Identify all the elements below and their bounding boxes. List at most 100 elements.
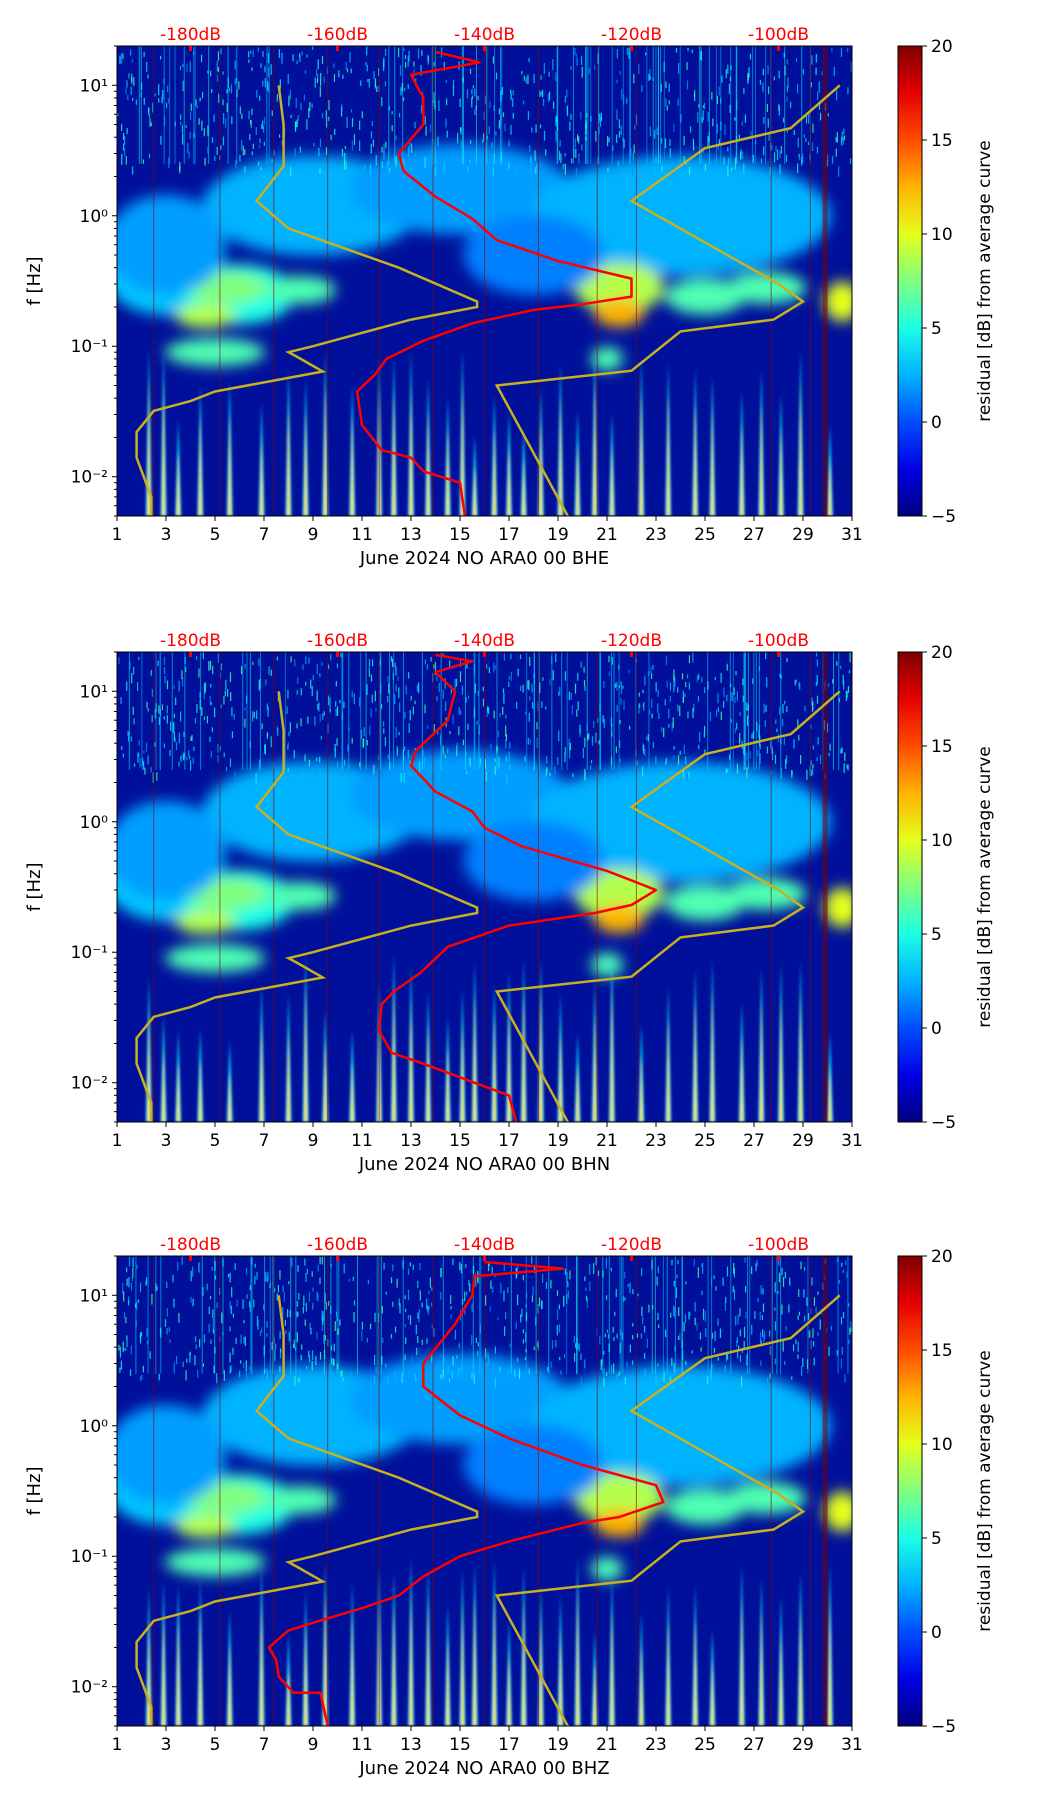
noise-speck [130,736,133,742]
noise-speck [267,706,269,717]
noise-streak [732,652,734,770]
noise-speck [620,697,622,705]
noise-speck [827,683,830,687]
noise-speck [689,1311,691,1317]
noise-speck [211,89,213,93]
noise-speck [164,667,166,675]
noise-speck [664,138,667,149]
noise-speck [173,1298,175,1308]
noise-speck [734,157,736,163]
y-tick-label: 10⁻¹ [71,337,108,357]
noise-speck [300,1354,302,1361]
noise-speck [298,53,301,58]
noise-speck [325,1302,327,1310]
noise-speck [731,692,733,702]
noise-speck [818,81,820,93]
noise-speck [316,74,319,82]
noise-streak [140,46,142,164]
noise-speck [473,1373,475,1385]
event-spike-core [799,1601,803,1726]
noise-speck [136,682,139,691]
noise-speck [223,696,225,705]
noise-speck [240,666,243,675]
noise-speck [450,1306,452,1310]
noise-speck [330,654,332,661]
noise-streak [379,652,381,770]
noise-speck [749,751,751,759]
noise-speck [127,94,129,101]
noise-speck [203,128,205,137]
colorbar-tick-label: −5 [931,1717,956,1737]
noise-speck [366,684,368,695]
noise-speck [186,1358,188,1363]
noise-speck [484,95,486,105]
noise-speck [461,685,464,695]
noise-speck [334,128,336,135]
noise-speck [301,1344,303,1350]
noise-speck [265,679,267,686]
noise-speck [850,61,852,72]
noise-speck [173,721,175,733]
noise-speck [319,673,321,678]
noise-speck [243,1336,245,1344]
noise-speck [577,1344,580,1351]
noise-streak [646,46,648,164]
event-spike-core [576,441,580,516]
y-axis-label: f [Hz] [24,256,45,305]
noise-speck [133,763,136,767]
noise-speck [475,1277,477,1287]
noise-speck [487,1263,490,1272]
event-spike-core [639,1642,643,1726]
noise-speck [724,1365,726,1372]
noise-speck [411,1356,413,1363]
noise-speck [200,54,203,63]
noise-speck [678,1307,680,1317]
noise-speck [403,772,405,783]
noise-speck [347,166,349,174]
noise-speck [133,77,135,86]
noise-speck [428,161,430,169]
noise-speck [701,1263,703,1268]
x-tick-label: 19 [547,1735,569,1755]
db-scale-label: -160dB [307,1235,368,1255]
noise-speck [505,734,508,741]
noise-streak [259,652,261,770]
noise-speck [409,710,411,721]
noise-speck [141,757,144,767]
noise-speck [264,66,266,73]
noise-speck [484,758,487,770]
noise-speck [380,704,383,709]
noise-speck [239,106,241,115]
noise-speck [673,669,675,681]
noise-speck [699,1332,701,1340]
noise-speck [238,81,240,90]
noise-speck [812,142,814,152]
x-tick-label: 21 [596,1735,618,1755]
noise-speck [543,62,545,74]
noise-speck [210,1339,212,1344]
noise-speck [404,1354,406,1361]
noise-speck [542,677,544,681]
noise-speck [242,1299,244,1309]
noise-speck [440,1374,442,1379]
x-axis-label: June 2024 NO ARA0 00 BHN [358,1154,610,1175]
noise-speck [558,1304,560,1310]
noise-speck [564,153,566,157]
noise-speck [287,73,289,84]
noise-streak [500,46,502,164]
noise-speck [125,156,127,165]
noise-streak [360,652,362,770]
noise-speck [375,155,377,166]
noise-speck [613,1336,615,1341]
noise-speck [704,687,706,694]
noise-speck [439,734,442,746]
noise-streak [200,652,202,770]
noise-speck [539,90,541,98]
noise-speck [426,664,428,670]
noise-speck [597,1270,600,1276]
noise-speck [416,1347,418,1356]
y-tick-label: 10¹ [80,682,108,702]
event-spike-core [639,388,643,516]
noise-speck [749,53,752,60]
noise-speck [346,117,348,128]
